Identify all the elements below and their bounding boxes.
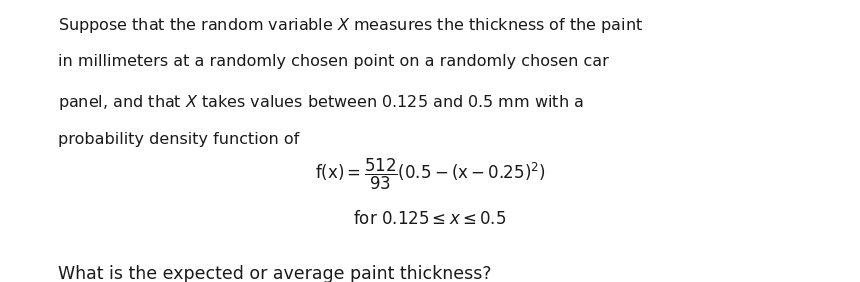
Text: for $0.125 \leq x \leq 0.5$: for $0.125 \leq x \leq 0.5$ (353, 210, 507, 228)
Text: probability density function of: probability density function of (58, 132, 300, 147)
Text: panel, and that $X$ takes values between 0.125 and 0.5 mm with a: panel, and that $X$ takes values between… (58, 93, 584, 112)
Text: What is the expected or average paint thickness?: What is the expected or average paint th… (58, 265, 492, 282)
Text: Suppose that the random variable $X$ measures the thickness of the paint: Suppose that the random variable $X$ mea… (58, 16, 644, 34)
Text: $\mathrm{f}(\mathrm{x}) = \dfrac{512}{93}(0.5 - (\mathrm{x} - 0.25)^{2})$: $\mathrm{f}(\mathrm{x}) = \dfrac{512}{93… (315, 157, 545, 192)
Text: in millimeters at a randomly chosen point on a randomly chosen car: in millimeters at a randomly chosen poin… (58, 54, 610, 69)
